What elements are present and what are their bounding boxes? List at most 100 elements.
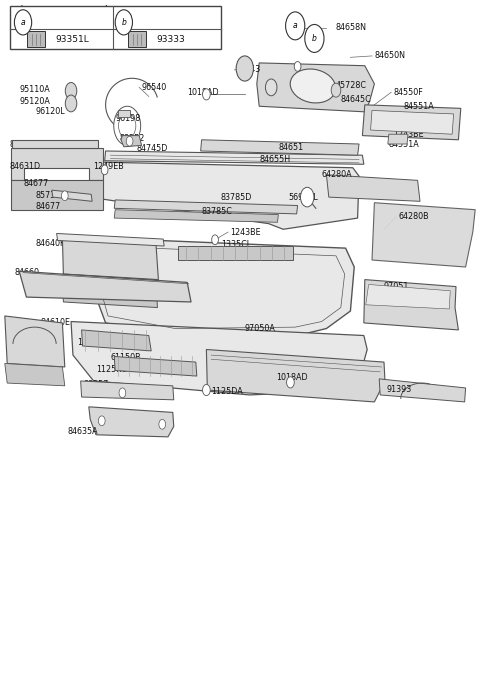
Circle shape <box>114 106 141 145</box>
Text: a: a <box>21 18 25 27</box>
Text: 95120A: 95120A <box>19 97 50 106</box>
Text: 93333: 93333 <box>156 35 185 43</box>
Circle shape <box>101 165 108 175</box>
Polygon shape <box>11 180 103 210</box>
Circle shape <box>119 113 136 138</box>
Polygon shape <box>105 151 364 164</box>
Text: 1125KC: 1125KC <box>96 365 127 373</box>
Text: 84610E: 84610E <box>41 319 71 327</box>
Polygon shape <box>52 190 92 201</box>
Text: 96540: 96540 <box>142 83 167 92</box>
Text: 84635A: 84635A <box>67 428 98 436</box>
Text: 83785D: 83785D <box>221 193 252 201</box>
Text: a: a <box>293 22 298 30</box>
Circle shape <box>14 10 32 35</box>
Polygon shape <box>178 246 293 260</box>
Text: 84640K: 84640K <box>36 239 66 247</box>
Circle shape <box>236 56 253 81</box>
Circle shape <box>331 83 341 97</box>
Text: 1249EB: 1249EB <box>94 162 124 171</box>
Text: 97050A: 97050A <box>245 324 276 333</box>
Polygon shape <box>364 280 458 330</box>
Text: 1243BE: 1243BE <box>230 228 261 236</box>
Text: 84631D: 84631D <box>10 162 41 171</box>
Text: 1018AD: 1018AD <box>187 88 219 96</box>
Circle shape <box>126 136 133 146</box>
Text: 84677: 84677 <box>36 202 61 210</box>
Text: 84655H: 84655H <box>259 155 290 164</box>
Polygon shape <box>5 316 65 367</box>
Polygon shape <box>89 407 174 437</box>
Text: 1335CJ: 1335CJ <box>77 338 105 347</box>
Text: 88252: 88252 <box>119 134 144 143</box>
Text: 85737: 85737 <box>36 192 61 200</box>
Ellipse shape <box>290 69 336 103</box>
Circle shape <box>286 12 305 40</box>
Polygon shape <box>57 233 164 246</box>
Text: 91393: 91393 <box>386 385 412 394</box>
Polygon shape <box>114 210 278 222</box>
Polygon shape <box>103 162 359 229</box>
Text: 83785C: 83785C <box>202 207 232 215</box>
Text: 95110A: 95110A <box>19 85 50 94</box>
Polygon shape <box>62 238 158 280</box>
Text: 84613P: 84613P <box>10 140 39 149</box>
Text: 64280B: 64280B <box>398 212 429 221</box>
Circle shape <box>65 95 77 112</box>
Polygon shape <box>257 63 374 112</box>
Polygon shape <box>27 31 45 47</box>
Circle shape <box>159 419 166 429</box>
Text: 84660: 84660 <box>14 268 39 277</box>
Polygon shape <box>201 140 359 155</box>
Polygon shape <box>5 363 65 386</box>
Circle shape <box>119 388 126 398</box>
Text: 96543: 96543 <box>235 66 261 74</box>
Polygon shape <box>371 110 454 134</box>
Text: 1243BE: 1243BE <box>394 130 424 138</box>
Circle shape <box>287 377 294 388</box>
Text: 1125DA: 1125DA <box>211 387 243 396</box>
Text: 61150B: 61150B <box>110 354 141 362</box>
Polygon shape <box>71 322 367 395</box>
Polygon shape <box>10 6 221 49</box>
Text: 84651: 84651 <box>278 143 303 152</box>
Text: 88257: 88257 <box>84 380 109 389</box>
Polygon shape <box>12 140 98 148</box>
Text: 84645C: 84645C <box>341 95 372 103</box>
Circle shape <box>294 62 301 71</box>
Polygon shape <box>62 274 157 308</box>
Text: 97051: 97051 <box>384 282 409 291</box>
Polygon shape <box>326 175 420 201</box>
Text: 96198: 96198 <box>115 114 141 122</box>
Circle shape <box>203 89 210 100</box>
Text: 96120L: 96120L <box>36 108 66 116</box>
Circle shape <box>212 235 218 245</box>
Text: 93351L: 93351L <box>55 35 89 43</box>
Text: 84745D: 84745D <box>137 145 168 153</box>
Text: 84658N: 84658N <box>336 24 367 32</box>
Circle shape <box>305 24 324 52</box>
Polygon shape <box>82 330 151 351</box>
Circle shape <box>65 82 77 99</box>
Text: 1018AD: 1018AD <box>276 373 308 382</box>
Text: 84677: 84677 <box>24 180 49 188</box>
Polygon shape <box>81 381 174 400</box>
Polygon shape <box>379 379 466 402</box>
Text: 84551A: 84551A <box>403 103 434 111</box>
Text: 64280A: 64280A <box>322 171 352 179</box>
Circle shape <box>61 191 68 201</box>
Text: 1335CJ: 1335CJ <box>221 240 249 249</box>
Text: b: b <box>121 18 126 27</box>
Polygon shape <box>118 110 130 117</box>
Polygon shape <box>19 271 191 302</box>
Text: 84680D: 84680D <box>19 331 50 340</box>
Text: 84650N: 84650N <box>374 52 406 60</box>
Text: 84551A: 84551A <box>389 140 420 149</box>
Polygon shape <box>121 136 142 147</box>
Text: b: b <box>312 34 317 43</box>
Circle shape <box>115 10 132 35</box>
Circle shape <box>203 384 210 396</box>
Polygon shape <box>372 203 475 267</box>
Polygon shape <box>114 356 197 376</box>
Polygon shape <box>388 134 408 144</box>
